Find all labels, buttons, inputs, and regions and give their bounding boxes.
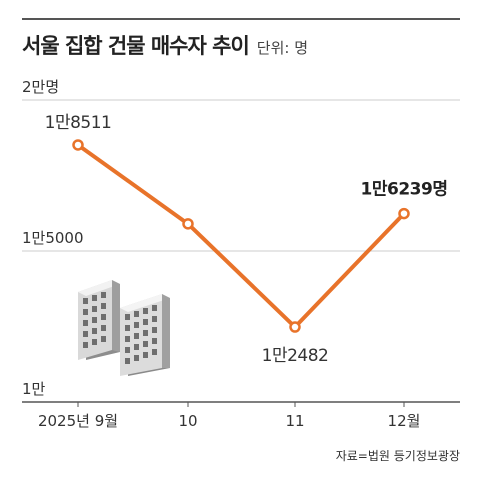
- y-tick-label: 1만: [22, 380, 46, 398]
- y-tick-label: 2만명: [22, 78, 59, 96]
- chart-header: 서울 집합 건물 매수자 추이 단위: 명: [22, 30, 308, 60]
- office-buildings-icon: [78, 280, 170, 376]
- data-point: [289, 321, 301, 333]
- x-tick-label: 10: [178, 412, 197, 430]
- data-label: 1만6239명: [361, 180, 448, 200]
- data-point: [398, 207, 410, 220]
- source-note: 자료=법원 등기정보광장: [335, 449, 460, 463]
- x-tick-label: 12월: [388, 412, 421, 430]
- x-tick-label: 11: [285, 412, 304, 430]
- chart-unit: 단위: 명: [256, 39, 308, 57]
- y-tick-label: 1만5000: [22, 229, 84, 247]
- top-rule: [22, 18, 460, 20]
- data-point: [72, 139, 84, 151]
- chart-title: 서울 집합 건물 매수자 추이: [22, 34, 250, 58]
- data-label: 1만2482: [262, 346, 329, 366]
- x-tick-label: 2025년 9월: [38, 412, 118, 430]
- data-point: [182, 218, 194, 230]
- data-label: 1만8511: [45, 113, 112, 133]
- series-line: [76, 142, 406, 330]
